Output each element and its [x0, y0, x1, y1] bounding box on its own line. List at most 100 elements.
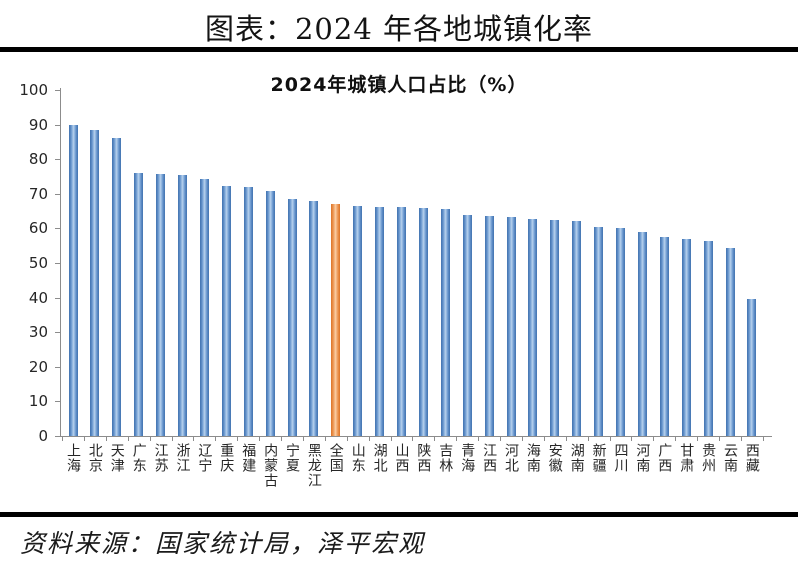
y-tick-label: 10	[28, 392, 48, 411]
x-tick-mark	[653, 437, 655, 441]
bar-新疆	[594, 226, 604, 436]
bar-陕西	[418, 208, 428, 436]
bar-天津	[112, 138, 122, 436]
bar-四川	[616, 227, 625, 436]
x-tick-label: 内蒙古	[262, 443, 279, 488]
x-tick-mark	[412, 437, 414, 441]
bar-山西	[397, 207, 406, 436]
x-tick-mark	[346, 437, 348, 441]
x-tick-mark	[521, 437, 523, 441]
bar-安徽	[550, 219, 560, 436]
y-tick-mark	[55, 366, 60, 368]
x-tick-mark	[390, 437, 392, 441]
source-note: 资料来源：国家统计局，泽平宏观	[20, 529, 426, 558]
y-tick-label: 90	[28, 115, 48, 134]
y-tick-label: 0	[38, 427, 48, 445]
y-tick-label: 30	[28, 323, 48, 342]
bar-黑龙江	[309, 201, 319, 436]
x-tick-mark	[740, 437, 742, 441]
x-tick-label: 宁夏	[284, 443, 300, 473]
x-tick-label: 山西	[393, 443, 410, 473]
y-tick-label: 100	[19, 81, 48, 99]
bar-宁夏	[287, 199, 297, 436]
bar-湖南	[572, 220, 582, 436]
x-tick-label: 江苏	[152, 443, 169, 473]
x-tick-label: 北京	[86, 443, 103, 473]
x-tick-label: 湖南	[568, 443, 585, 473]
x-tick-mark	[83, 437, 85, 441]
x-tick-mark	[675, 437, 677, 441]
x-tick-label: 甘肃	[678, 443, 695, 473]
x-tick-label: 河南	[634, 443, 651, 473]
x-tick-label: 陕西	[415, 443, 432, 473]
y-tick-label: 80	[28, 150, 48, 169]
x-tick-mark	[478, 437, 480, 441]
bar-云南	[725, 248, 735, 436]
bar-山东	[353, 205, 363, 436]
x-tick-mark	[762, 437, 764, 441]
x-tick-mark	[565, 437, 567, 441]
x-tick-mark	[324, 437, 326, 441]
top-divider	[0, 47, 798, 52]
x-tick-label: 山东	[349, 443, 366, 473]
y-axis-line	[60, 88, 61, 437]
x-tick-label: 湖北	[371, 443, 388, 473]
y-tick-mark	[55, 124, 60, 126]
y-tick-mark	[55, 332, 60, 334]
x-tick-mark	[62, 437, 64, 441]
x-tick-mark	[193, 437, 195, 441]
bar-江西	[484, 215, 494, 436]
x-tick-mark	[456, 437, 458, 441]
x-tick-mark	[500, 437, 502, 441]
x-tick-label: 西藏	[743, 443, 760, 473]
x-tick-label: 上海	[65, 443, 81, 473]
x-tick-label: 新疆	[590, 443, 607, 473]
bar-吉林	[440, 209, 450, 436]
x-tick-mark	[237, 437, 239, 441]
x-tick-label: 云南	[722, 443, 738, 473]
bar-全国	[331, 204, 341, 436]
x-tick-label: 全国	[327, 443, 344, 473]
x-tick-mark	[434, 437, 436, 441]
y-tick-mark	[55, 297, 60, 299]
y-tick-mark	[55, 263, 60, 264]
x-tick-label: 吉林	[437, 443, 454, 473]
x-tick-label: 江西	[481, 443, 498, 473]
x-tick-label: 四川	[612, 443, 629, 473]
bar-甘肃	[681, 239, 691, 436]
x-tick-label: 福建	[240, 443, 257, 473]
x-tick-mark	[697, 437, 699, 441]
x-tick-mark	[105, 437, 107, 441]
x-tick-mark	[149, 437, 151, 441]
x-tick-mark	[259, 437, 261, 441]
x-tick-label: 河北	[503, 443, 519, 473]
bar-重庆	[221, 185, 231, 436]
bar-内蒙古	[265, 191, 275, 436]
x-tick-label: 安徽	[546, 443, 563, 473]
bar-西藏	[747, 298, 757, 436]
y-tick-mark	[55, 401, 60, 403]
bar-河北	[506, 216, 516, 436]
y-tick-label: 70	[28, 184, 48, 203]
x-tick-label: 黑龙江	[305, 443, 322, 488]
y-tick-label: 60	[28, 219, 48, 238]
x-tick-mark	[631, 437, 633, 441]
bar-青海	[462, 214, 472, 436]
x-tick-label: 重庆	[218, 443, 235, 473]
y-tick-mark	[55, 228, 60, 230]
x-tick-mark	[171, 437, 173, 441]
y-tick-label: 20	[28, 357, 48, 376]
x-tick-mark	[543, 437, 545, 441]
x-tick-label: 浙江	[174, 443, 191, 473]
x-tick-label: 青海	[459, 443, 476, 473]
bar-海南	[528, 219, 538, 436]
y-tick-mark	[55, 90, 60, 91]
bar-浙江	[178, 175, 187, 436]
bar-河南	[637, 231, 647, 436]
bar-贵州	[703, 240, 713, 436]
bar-江苏	[156, 174, 166, 436]
y-tick-mark	[55, 193, 60, 195]
bar-广西	[659, 237, 669, 436]
x-tick-label: 贵州	[700, 443, 717, 473]
